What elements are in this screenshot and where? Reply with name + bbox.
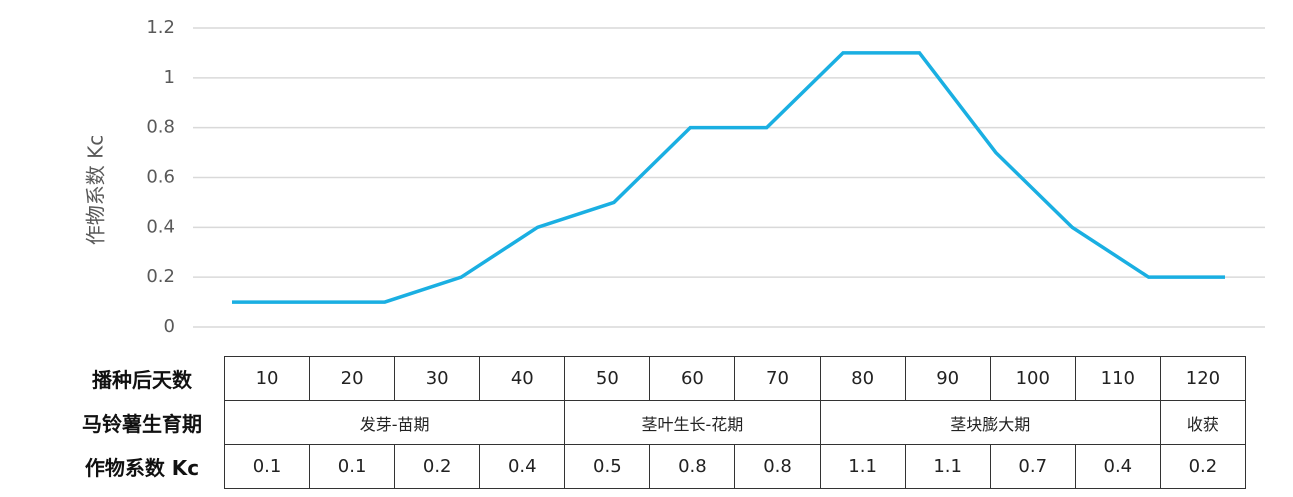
row-header: 马铃薯生育期 [60,400,225,445]
y-tick-label: 0.2 [146,266,175,287]
y-tick-label: 0.4 [146,216,175,237]
row-header: 播种后天数 [60,356,225,401]
cell: 0.2 [394,444,481,489]
cell: 30 [394,356,481,401]
y-tick-label: 1 [164,67,175,88]
row-header: 作物系数 Kc [60,444,225,489]
y-tick-label: 0.8 [146,117,175,138]
cell: 120 [1159,356,1247,401]
cell: 0.1 [223,444,311,489]
line-series [232,51,1225,304]
cell: 0.7 [989,444,1076,489]
y-tick-label: 1.2 [146,17,175,38]
cell: 0.1 [309,444,396,489]
cell: 0.2 [1159,444,1247,489]
data-table: 播种后天数 10 20 30 40 50 60 70 80 90 100 110… [60,356,1247,489]
cell: 0.8 [649,444,736,489]
cell: 60 [649,356,736,401]
cell: 茎块膨大期 [819,400,1161,445]
cell: 0.4 [479,444,566,489]
table-row: 播种后天数 10 20 30 40 50 60 70 80 90 100 110… [60,356,1247,401]
cell: 0.4 [1074,444,1161,489]
cell: 50 [564,356,651,401]
y-tick-label: 0.6 [146,167,175,188]
table-row: 马铃薯生育期 发芽-苗期 茎叶生长-花期 茎块膨大期 收获 [60,400,1247,445]
cell: 100 [989,356,1076,401]
cell: 110 [1074,356,1161,401]
cell: 90 [904,356,991,401]
y-tick-label: 0 [164,316,175,337]
cell: 1.1 [819,444,906,489]
chart: 作物系数 Kc 0 0.2 0.4 0.6 0.8 1 1.2 [84,17,1265,337]
table-row: 作物系数 Kc 0.1 0.1 0.2 0.4 0.5 0.8 0.8 1.1 … [60,444,1247,489]
cell: 80 [819,356,906,401]
cell: 发芽-苗期 [223,400,566,445]
cell: 10 [223,356,311,401]
cell: 0.8 [734,444,821,489]
cell: 70 [734,356,821,401]
cell: 1.1 [904,444,991,489]
cell: 茎叶生长-花期 [564,400,821,445]
cell: 0.5 [564,444,651,489]
cell: 20 [309,356,396,401]
y-axis-label: 作物系数 Kc [84,135,108,245]
cell: 40 [479,356,566,401]
cell: 收获 [1159,400,1247,445]
